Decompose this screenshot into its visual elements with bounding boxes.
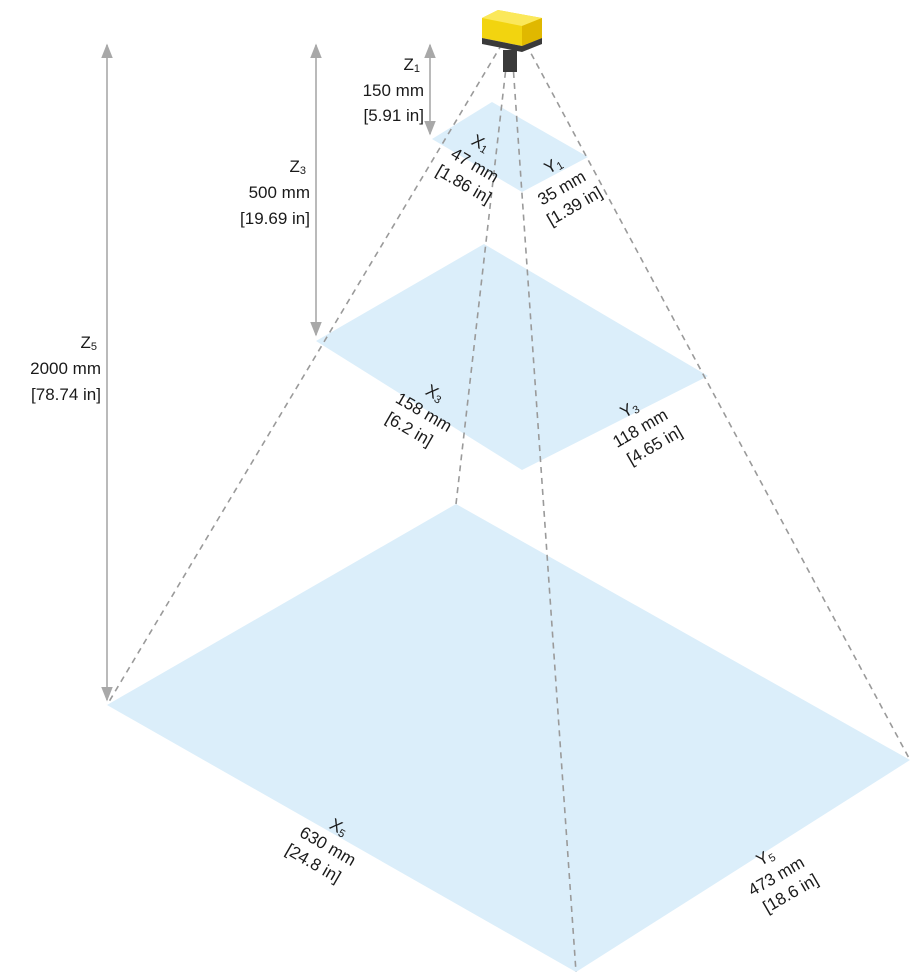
z3-symbol: Z [289,157,299,176]
camera-sensor-icon [482,10,542,72]
y3-sub: 3 [631,404,642,417]
z1-inch: [5.91 in] [364,106,425,125]
z5-inch: [78.74 in] [31,385,101,404]
plane-3 [316,244,708,470]
z5-symbol: Z [80,333,90,352]
x5-sub: 5 [336,827,347,840]
z1-label: Z1 150 mm [5.91 in] [363,55,424,125]
x1-sub: 1 [478,143,489,156]
fov-edge-lines [106,43,910,973]
z3-mm: 500 mm [249,183,310,202]
y5-sub: 5 [767,852,778,865]
z1-mm: 150 mm [363,81,424,100]
svg-text:Z5: Z5 [80,333,97,353]
z3-inch: [19.69 in] [240,209,310,228]
svg-text:Z1: Z1 [403,55,420,75]
y1-sub: 1 [555,160,566,173]
z5-mm: 2000 mm [30,359,101,378]
z1-symbol: Z [403,55,413,74]
plane-1 [432,102,588,192]
fov-planes [107,102,910,972]
x3-sub: 3 [432,393,443,406]
edge-line-right [525,43,910,761]
z3-sub: 3 [300,165,306,177]
z-dimension-arrows [101,43,436,702]
z1-sub: 1 [414,63,420,75]
z3-label: Z3 500 mm [19.69 in] [240,157,310,228]
z5-label: Z5 2000 mm [78.74 in] [30,333,101,404]
plane-5 [107,504,910,972]
edge-line-front [511,49,577,973]
svg-text:Z3: Z3 [289,157,306,177]
z5-sub: 5 [91,341,97,353]
edge-line-left [106,43,503,706]
